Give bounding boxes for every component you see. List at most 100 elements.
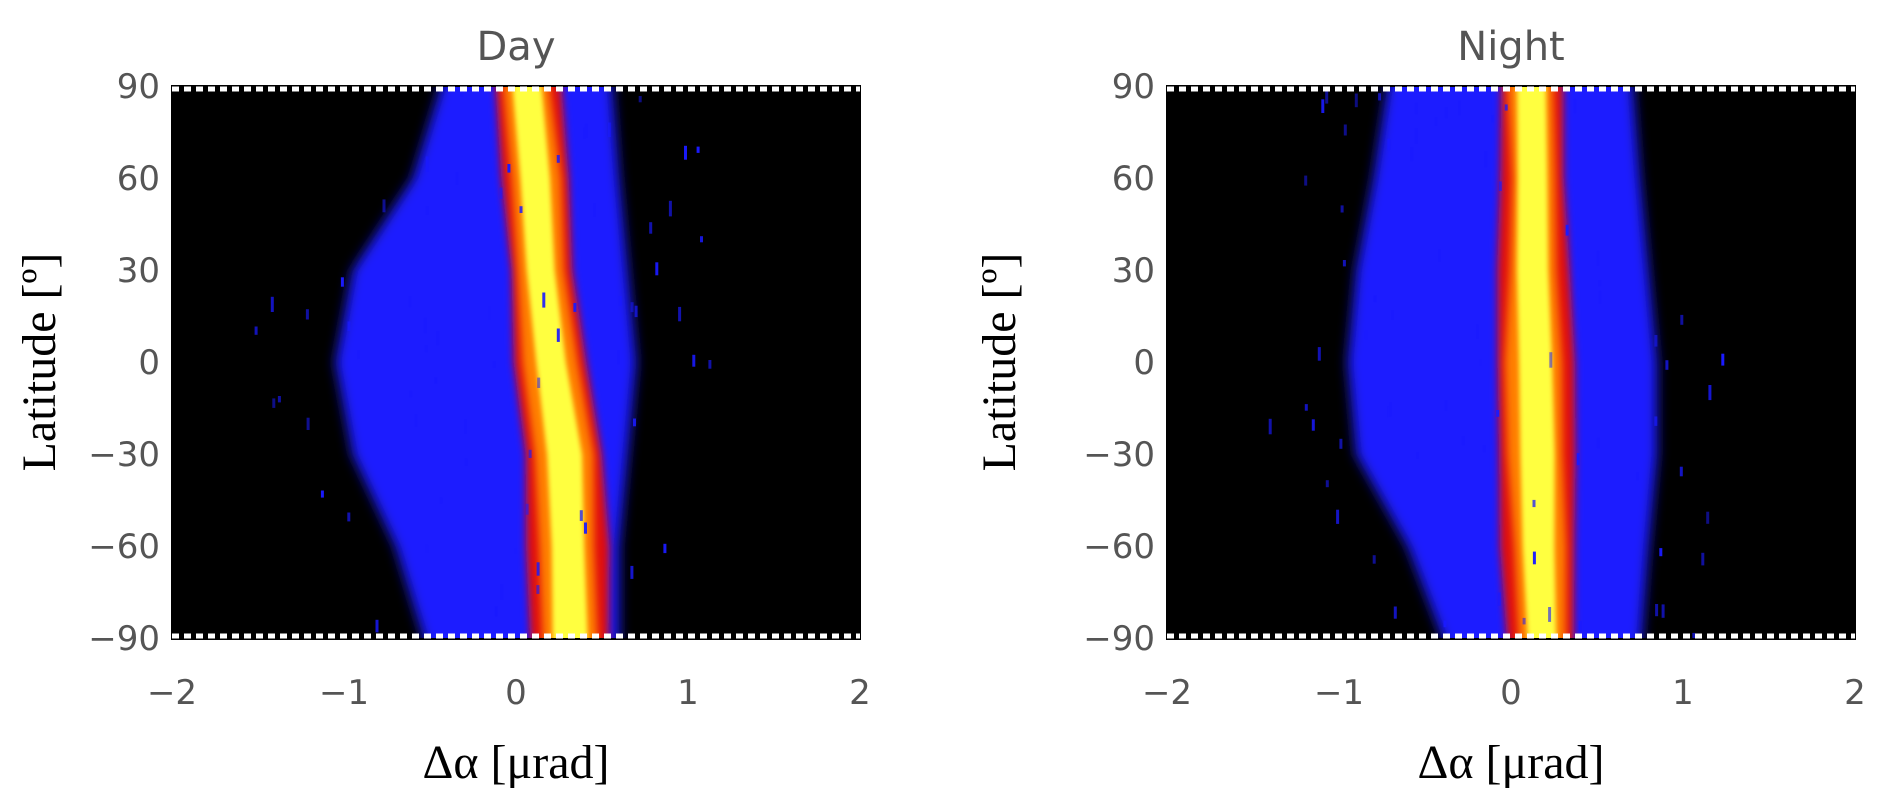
heatmap-speckle — [1325, 89, 1329, 104]
x-tick-label: 1 — [1672, 673, 1694, 713]
heatmap-speckle — [633, 418, 636, 427]
heatmap-speckle — [382, 199, 386, 213]
heatmap-speckle — [584, 522, 587, 534]
heatmap-speckle — [1461, 436, 1465, 446]
heatmap-speckle — [1325, 480, 1329, 488]
heatmap-speckle — [1387, 138, 1391, 151]
heatmap-speckle — [1304, 404, 1308, 411]
heatmap-speckle — [519, 206, 523, 213]
heatmap-speckle — [1679, 466, 1683, 477]
heatmap-speckle — [1475, 324, 1479, 340]
heatmap-speckle — [649, 222, 653, 234]
x-tick-label: −2 — [1142, 673, 1192, 713]
heatmap-speckle — [618, 296, 622, 306]
heatmap-ridge-yellow — [1516, 86, 1557, 639]
heatmap-speckle — [1443, 620, 1447, 628]
heatmap-speckle — [1342, 260, 1346, 267]
heatmap-speckle — [708, 360, 712, 369]
heatmap-speckle — [499, 187, 503, 199]
y-tick-label: 0 — [138, 343, 160, 383]
y-tick-label: 0 — [1133, 343, 1155, 383]
heatmap-speckle — [270, 296, 274, 312]
heatmap-speckle — [1522, 617, 1526, 625]
heatmap-speckle — [460, 88, 464, 97]
heatmap-speckle — [583, 127, 586, 139]
heatmap-speckle — [1340, 205, 1344, 213]
heatmap-speckle — [638, 96, 642, 103]
heatmap-speckle — [556, 155, 560, 163]
heatmap-speckle — [425, 206, 429, 215]
plot-frame — [171, 85, 861, 640]
heatmap-speckle — [607, 122, 611, 137]
heatmap-speckle — [1596, 437, 1600, 449]
heatmap-speckle — [1458, 100, 1462, 116]
heatmap-speckle — [347, 512, 351, 522]
y-tick-label: 90 — [117, 67, 160, 107]
heatmap-speckle — [668, 200, 672, 217]
heatmap-speckle — [320, 490, 324, 498]
heatmap-speckle — [1410, 147, 1414, 162]
heatmap-speckle — [584, 123, 588, 138]
panel-title: Night — [1457, 24, 1564, 70]
heatmap-speckle — [347, 321, 351, 331]
heatmap-speckle — [1598, 279, 1602, 287]
x-tick-labels: −2 −1 0 1 2 — [147, 673, 871, 713]
y-tick-labels: 90 60 30 0 −30 −60 −90 — [88, 67, 160, 659]
heatmap-speckle — [408, 296, 412, 308]
heatmap-speckle — [579, 510, 583, 521]
heatmap-speckle — [617, 350, 620, 365]
x-axis-label: Δα [μrad] — [422, 736, 609, 789]
heatmap-speckle — [663, 543, 667, 554]
heatmap-speckle — [1387, 406, 1391, 418]
x-axis-label: Δα [μrad] — [1417, 736, 1604, 789]
heatmap-speckle — [528, 449, 532, 458]
heatmap-speckle — [536, 585, 540, 594]
heatmap-speckle — [492, 361, 496, 368]
y-tick-label: 60 — [1112, 159, 1155, 199]
heatmap-speckle — [593, 202, 596, 217]
heatmap-speckle — [678, 306, 682, 322]
heatmap-speckle — [375, 619, 379, 633]
heatmap-speckle — [1268, 418, 1272, 435]
heatmap-speckle — [542, 292, 546, 308]
heatmap-speckle — [684, 145, 687, 160]
heatmap-speckle — [254, 326, 258, 335]
heatmap-speckle — [1311, 419, 1315, 431]
y-axis-label: Latitude [º] — [973, 253, 1026, 472]
heatmap-speckle — [466, 86, 470, 93]
heatmap-speckle — [414, 414, 418, 428]
x-tick-label: 1 — [677, 673, 699, 713]
x-tick-label: −1 — [1314, 673, 1364, 713]
heatmap-speckle — [696, 146, 700, 153]
heatmap-speckle — [634, 305, 638, 318]
heatmap-speckle — [630, 302, 634, 313]
x-tick-label: 2 — [849, 673, 871, 713]
heatmap-speckle — [1354, 93, 1358, 108]
heatmap-speckle — [434, 377, 438, 384]
heatmap-speckle — [425, 156, 429, 173]
heatmap-speckle — [306, 417, 310, 430]
x-tick-label: −1 — [319, 673, 369, 713]
heatmap-speckle — [525, 503, 529, 515]
x-tick-label: 2 — [1844, 673, 1866, 713]
heatmap-speckle — [1339, 438, 1343, 449]
heatmap-speckle — [1444, 400, 1448, 411]
heatmap-speckle — [455, 172, 459, 185]
panel-night: Night −2 −1 0 1 2 90 60 30 0 −30 −60 −90… — [973, 24, 1866, 789]
heatmap-speckle — [1343, 124, 1347, 136]
heatmap-speckle — [1549, 352, 1553, 368]
heatmap-speckle — [1390, 310, 1394, 320]
x-tick-label: −2 — [147, 673, 197, 713]
heatmap-speckle — [436, 331, 440, 346]
heatmap-speckle — [494, 606, 498, 617]
heatmap-layer — [254, 86, 712, 639]
heatmap-speckle — [1578, 621, 1582, 632]
panel-title: Day — [477, 24, 556, 70]
heatmap-speckle — [500, 584, 504, 600]
heatmap-speckle — [1692, 632, 1696, 639]
heatmap-speckle — [630, 565, 634, 579]
heatmap-speckle — [655, 262, 659, 276]
heatmap-ridge-yellow — [512, 86, 588, 639]
y-tick-label: 30 — [117, 251, 160, 291]
heatmap-speckle — [1654, 335, 1658, 347]
